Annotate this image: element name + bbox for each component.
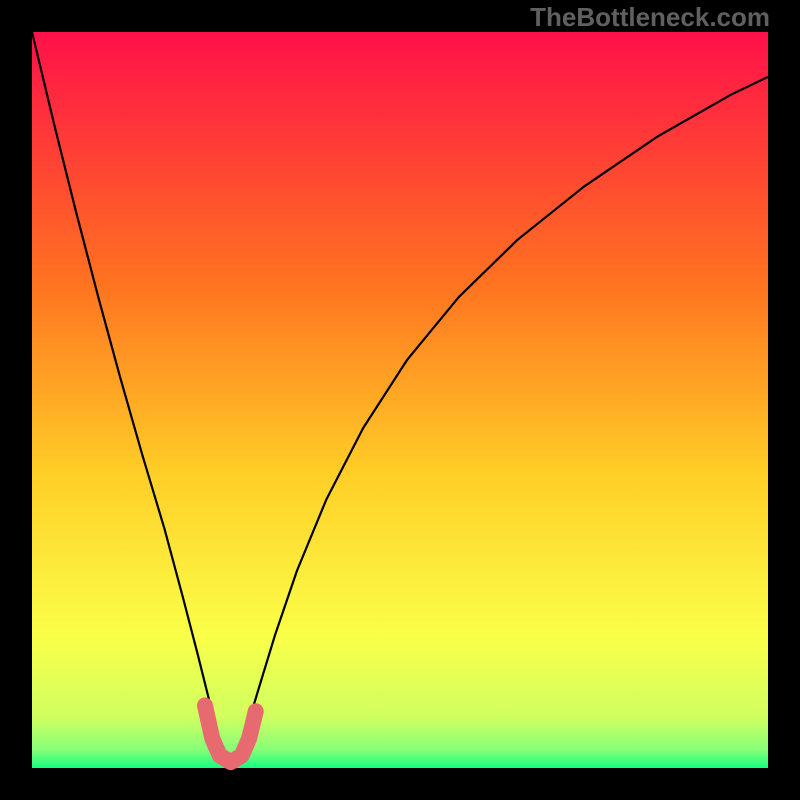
bottleneck-curve [32, 32, 768, 766]
optimum-marker [205, 705, 256, 762]
chart-container: TheBottleneck.com [0, 0, 800, 800]
chart-svg [0, 0, 800, 800]
